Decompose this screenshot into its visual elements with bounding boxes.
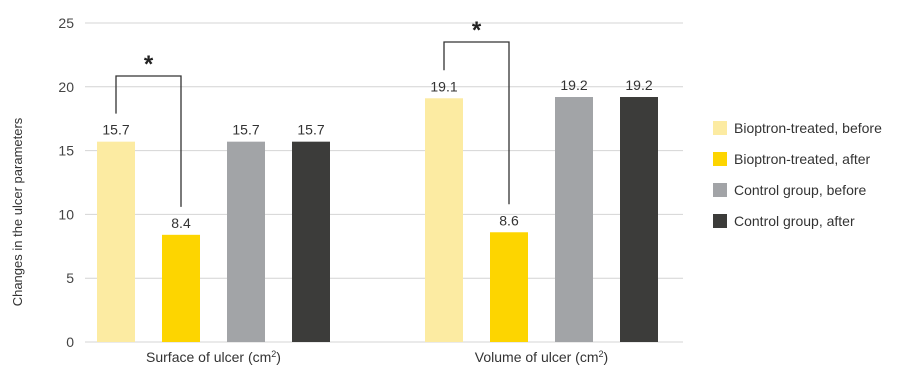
category-label-text: Volume of ulcer (cm bbox=[475, 349, 599, 365]
category-labels: Surface of ulcer (cm2) Volume of ulcer (c… bbox=[146, 349, 608, 365]
data-label: 15.7 bbox=[232, 122, 259, 138]
bar bbox=[162, 234, 200, 342]
significance-marker: * bbox=[144, 51, 154, 78]
data-label: 8.6 bbox=[499, 212, 519, 228]
y-tick-label: 20 bbox=[58, 79, 74, 95]
y-tick-label: 15 bbox=[58, 143, 74, 159]
value-labels: 15.7 19.1 8.4 8.6 15.7 19.2 15.7 19.2 bbox=[102, 77, 652, 231]
category-label: Volume of ulcer (cm2) bbox=[475, 349, 608, 365]
significance-marker: * bbox=[472, 17, 482, 44]
legend: Bioptron-treated, before Bioptron-treated… bbox=[713, 120, 882, 229]
legend-swatch bbox=[713, 214, 727, 228]
data-label: 15.7 bbox=[102, 122, 129, 138]
significance-bracket bbox=[443, 41, 510, 205]
data-label: 15.7 bbox=[297, 122, 324, 138]
y-tick-label: 5 bbox=[66, 270, 74, 286]
y-tick-label: 0 bbox=[66, 334, 74, 350]
category-label: Surface of ulcer (cm2) bbox=[146, 349, 281, 365]
bar bbox=[292, 141, 330, 342]
category-label-superscript: 2 bbox=[599, 349, 604, 359]
y-tick-label: 10 bbox=[58, 206, 74, 222]
bar bbox=[227, 141, 265, 342]
category-label-text: Surface of ulcer (cm bbox=[146, 349, 271, 365]
y-tick-label: 25 bbox=[58, 15, 74, 31]
data-label: 19.1 bbox=[430, 78, 457, 94]
y-axis-ticks: 0 5 10 15 20 25 bbox=[58, 15, 74, 350]
bars bbox=[97, 97, 658, 343]
category-label-end: ) bbox=[604, 349, 609, 365]
category-label-end: ) bbox=[276, 349, 281, 365]
category-label-superscript: 2 bbox=[271, 349, 276, 359]
bar bbox=[97, 141, 135, 342]
legend-swatch bbox=[713, 152, 727, 166]
legend-swatch bbox=[713, 183, 727, 197]
data-label: 8.4 bbox=[171, 215, 191, 231]
legend-label: Bioptron-treated, after bbox=[734, 151, 871, 167]
legend-label: Bioptron-treated, before bbox=[734, 120, 882, 136]
bar bbox=[555, 97, 593, 343]
bar bbox=[425, 98, 463, 342]
data-label: 19.2 bbox=[625, 77, 652, 93]
data-label: 19.2 bbox=[560, 77, 587, 93]
bar bbox=[490, 232, 528, 342]
legend-label: Control group, before bbox=[734, 182, 867, 198]
y-axis-label: Changes in the ulcer parameters bbox=[10, 117, 25, 306]
bar bbox=[620, 97, 658, 343]
significance-bracket bbox=[115, 75, 182, 207]
significance-brackets: ** bbox=[115, 17, 510, 207]
legend-label: Control group, after bbox=[734, 213, 855, 229]
legend-swatch bbox=[713, 121, 727, 135]
